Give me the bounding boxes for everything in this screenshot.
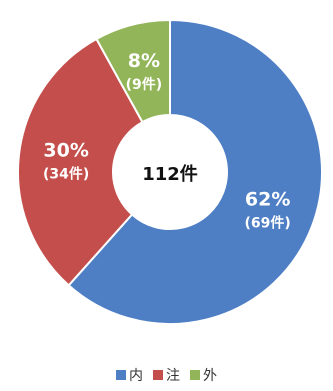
legend-swatch-1 [153, 370, 163, 380]
donut-slice-2 [95, 18, 171, 124]
slice-percent-label-0: 62% [245, 188, 290, 210]
legend-item-2: 外 [190, 365, 217, 385]
donut-slice-1 [17, 37, 144, 287]
legend-label-0: 内 [129, 368, 143, 384]
legend-swatch-2 [190, 370, 200, 380]
legend: 内 注 外 [0, 365, 333, 385]
legend-item-1: 注 [153, 365, 180, 385]
legend-swatch-0 [116, 370, 126, 380]
slice-labels: 62% (69件) 30% (34件) 8% (9件) [43, 50, 291, 231]
center-total-label: 112件 [142, 163, 198, 185]
slice-count-label-1: (34件) [43, 165, 89, 182]
slice-count-label-2: (9件) [126, 76, 163, 93]
slice-count-label-0: (69件) [244, 214, 290, 231]
donut-slice-0 [67, 18, 323, 325]
slice-percent-label-1: 30% [43, 139, 88, 161]
legend-label-2: 外 [203, 368, 217, 384]
slice-percent-label-2: 8% [128, 50, 160, 72]
legend-item-0: 内 [116, 365, 143, 385]
donut-slices [17, 18, 323, 325]
legend-label-1: 注 [166, 368, 180, 384]
